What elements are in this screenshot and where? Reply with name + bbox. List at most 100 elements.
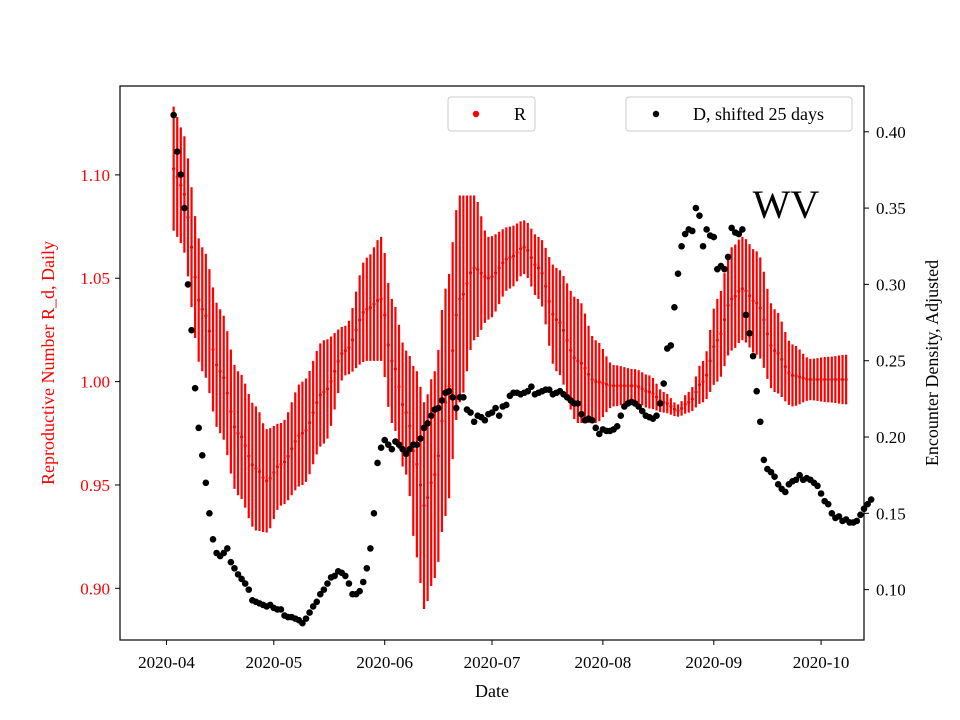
d-point xyxy=(574,400,582,407)
d-point xyxy=(417,435,424,442)
legend-d-marker xyxy=(652,110,660,118)
left-y-tick-label: 1.10 xyxy=(80,166,110,185)
r-point xyxy=(336,359,340,363)
r-point xyxy=(279,462,283,466)
r-point xyxy=(214,363,219,367)
r-point xyxy=(375,298,380,303)
r-point xyxy=(440,419,444,423)
r-point xyxy=(808,377,812,382)
r-point xyxy=(429,481,433,485)
r-point xyxy=(497,266,501,270)
r-point xyxy=(218,369,222,373)
d-point xyxy=(495,412,503,419)
r-point xyxy=(547,299,551,303)
r-point xyxy=(272,470,276,475)
d-point xyxy=(306,609,313,616)
r-point xyxy=(476,267,480,272)
d-point xyxy=(359,578,367,586)
d-point xyxy=(395,441,403,448)
r-point xyxy=(461,292,465,296)
d-point xyxy=(381,436,388,444)
r-point xyxy=(676,408,680,413)
d-point xyxy=(864,500,871,508)
r-point xyxy=(240,435,244,439)
r-point xyxy=(268,476,272,480)
d-point xyxy=(224,545,231,552)
r-point xyxy=(801,376,805,380)
d-point xyxy=(413,441,421,448)
d-point xyxy=(309,603,317,610)
r-point xyxy=(798,375,802,379)
r-point xyxy=(726,303,730,307)
r-point xyxy=(422,504,426,508)
r-point xyxy=(762,318,766,322)
d-point xyxy=(638,407,646,415)
r-point xyxy=(490,275,494,279)
d-point xyxy=(363,564,371,572)
d-point xyxy=(656,400,664,407)
r-point xyxy=(654,395,659,399)
right-y-tick-label: 0.15 xyxy=(876,504,906,523)
right-y-tick-label: 0.40 xyxy=(876,123,906,142)
legend-d-frame xyxy=(625,96,853,132)
r-point xyxy=(222,376,226,380)
r-point xyxy=(347,345,351,350)
d-point xyxy=(867,496,875,503)
left-y-tick-label: 1.00 xyxy=(80,373,110,392)
r-point xyxy=(436,454,440,458)
right-y-axis: 0.10 0.15 0.20 0.25 0.30 0.35 0.40 xyxy=(864,123,906,600)
d-point xyxy=(613,423,621,430)
r-point xyxy=(844,377,848,382)
d-point xyxy=(588,416,596,424)
d-point xyxy=(342,572,349,580)
r-point xyxy=(737,289,741,293)
r-point xyxy=(715,338,719,342)
r-point xyxy=(744,289,748,293)
r-point xyxy=(511,254,516,258)
d-point xyxy=(195,424,202,432)
r-point xyxy=(393,367,398,371)
r-point xyxy=(672,407,677,411)
d-point xyxy=(857,511,864,519)
r-point xyxy=(815,377,820,382)
d-point xyxy=(671,303,678,311)
r-point xyxy=(275,465,279,469)
d-point xyxy=(241,580,249,587)
d-point xyxy=(746,329,753,337)
d-point xyxy=(467,409,474,416)
r-point xyxy=(358,318,362,322)
r-point xyxy=(493,271,498,275)
r-point xyxy=(458,297,462,301)
d-point xyxy=(592,424,600,432)
r-point xyxy=(833,377,837,382)
d-point xyxy=(370,510,378,517)
x-tick-label: 2020-10 xyxy=(793,653,850,672)
legend-r[interactable]: R xyxy=(447,96,536,132)
d-point xyxy=(828,510,836,517)
d-point xyxy=(721,265,728,273)
r-point xyxy=(340,352,344,356)
legend-d[interactable]: D, shifted 25 days xyxy=(625,96,853,132)
r-point xyxy=(504,257,508,261)
d-point xyxy=(367,545,374,552)
r-point xyxy=(633,384,637,388)
r-point xyxy=(247,454,251,458)
d-point xyxy=(774,481,782,488)
d-point xyxy=(674,270,682,278)
left-y-tick-label: 1.05 xyxy=(80,269,110,288)
d-point xyxy=(488,409,496,416)
d-point xyxy=(753,387,760,395)
r-point xyxy=(830,377,834,382)
d-point xyxy=(470,418,478,426)
r-point xyxy=(172,167,176,171)
d-point xyxy=(617,412,625,419)
r-point xyxy=(601,381,605,385)
r-point xyxy=(772,348,777,353)
r-point xyxy=(465,281,469,286)
d-point xyxy=(578,410,585,418)
r-point xyxy=(397,385,401,389)
r-point xyxy=(837,377,841,382)
d-point xyxy=(356,587,363,595)
d-point xyxy=(427,412,435,419)
